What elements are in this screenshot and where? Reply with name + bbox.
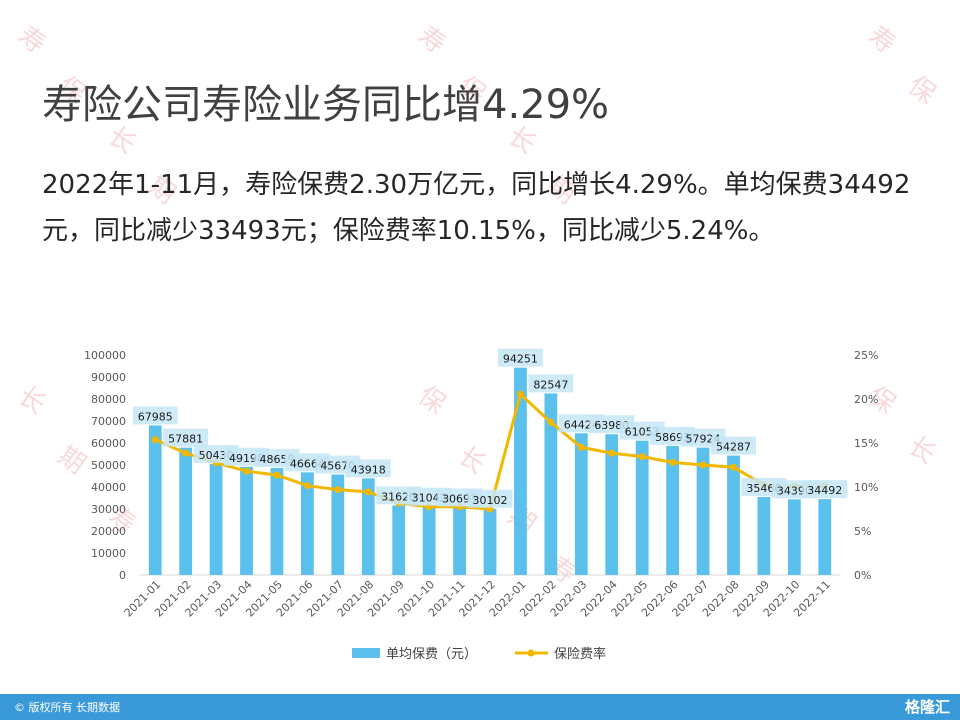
data-label-bg [497, 348, 543, 367]
bar [605, 434, 619, 575]
bar [179, 447, 193, 575]
watermark-glyph: 寿 [862, 20, 901, 61]
bar [422, 506, 436, 575]
legend-line-label: 保险费率 [554, 646, 606, 662]
data-label: 30102 [473, 494, 508, 507]
brand-logo: 格隆汇 [904, 698, 950, 716]
bar [635, 440, 649, 575]
y-right-tick-label: 15% [854, 437, 878, 450]
bar [270, 467, 284, 575]
y-left-tick-label: 70000 [91, 415, 126, 428]
y-right-tick-label: 20% [854, 393, 878, 406]
y-left-tick-label: 90000 [91, 371, 126, 384]
data-label: 67985 [138, 410, 173, 423]
data-label-bg [163, 428, 209, 447]
y-left-tick-label: 50000 [91, 459, 126, 472]
bar [331, 474, 345, 575]
y-left-tick-label: 60000 [91, 437, 126, 450]
rate-point [273, 471, 281, 479]
data-label: 94251 [503, 353, 538, 366]
bar [787, 499, 801, 575]
bar [483, 508, 497, 575]
data-label-bg [467, 489, 513, 508]
bar [148, 425, 162, 575]
y-left-tick-label: 10000 [91, 547, 126, 560]
data-label-bg [345, 459, 391, 478]
bar [209, 464, 223, 575]
bar [392, 505, 406, 575]
bar [818, 499, 832, 575]
rate-point [729, 463, 737, 471]
rate-point [151, 436, 159, 444]
y-right-tick-label: 0% [854, 569, 871, 582]
y-right-tick-label: 5% [854, 525, 871, 538]
rate-point [364, 488, 372, 496]
rate-point [516, 390, 524, 398]
rate-point [243, 467, 251, 475]
rate-point [182, 449, 190, 457]
rate-point [699, 461, 707, 469]
rate-point [608, 449, 616, 457]
data-label: 43918 [351, 463, 386, 476]
legend-bar-label: 单均保费（元） [386, 647, 477, 662]
y-left-tick-label: 100000 [84, 349, 126, 362]
y-right-tick-label: 25% [854, 349, 878, 362]
watermark-glyph: 保 [902, 70, 941, 111]
data-label: 57881 [168, 433, 203, 446]
rate-point [638, 453, 646, 461]
combo-chart: 0 10000 20000 30000 40000 50000 60000 70000 8000… [84, 348, 878, 662]
data-label: 34492 [807, 484, 842, 497]
watermark-glyph: 寿 [12, 20, 51, 61]
page-title: 寿险公司寿险业务同比增4.29% [42, 82, 610, 128]
y-left-tick-label: 30000 [91, 503, 126, 516]
y-left-tick-label: 20000 [91, 525, 126, 538]
bar [696, 447, 710, 575]
legend-bar-swatch [352, 648, 380, 658]
bar [757, 496, 771, 575]
data-label: 54287 [716, 441, 751, 454]
bar [666, 445, 679, 575]
data-label-bg [132, 406, 178, 425]
rate-point [334, 486, 342, 494]
y-left-tick-label: 80000 [91, 393, 126, 406]
y-right-tick-label: 10% [854, 481, 878, 494]
rate-point [577, 443, 585, 451]
bar [544, 393, 558, 575]
bar [361, 478, 375, 575]
bar [240, 466, 253, 575]
y-left-tick-label: 0 [119, 569, 126, 582]
copyright-text: © 版权所有 长期数据 [14, 701, 120, 714]
footer-bar: © 版权所有 长期数据 格隆汇 [0, 694, 960, 720]
bar [727, 455, 740, 575]
bar [301, 472, 314, 575]
bar [453, 507, 466, 575]
rate-point [547, 418, 555, 426]
data-label-bg [710, 436, 756, 455]
watermark-glyph: 寿 [412, 20, 451, 61]
rate-point [669, 458, 677, 466]
bar [514, 367, 527, 575]
bar [574, 433, 588, 575]
page-subtitle: 2022年1-11月，寿险保费2.30万亿元，同比增长4.29%。单均保费344… [42, 170, 911, 246]
rate-point [303, 482, 311, 490]
data-label: 82547 [533, 378, 568, 391]
y-left-tick-label: 40000 [91, 481, 126, 494]
legend-line-marker [527, 649, 535, 657]
data-label-bg [802, 480, 848, 499]
data-label-bg [528, 374, 574, 393]
